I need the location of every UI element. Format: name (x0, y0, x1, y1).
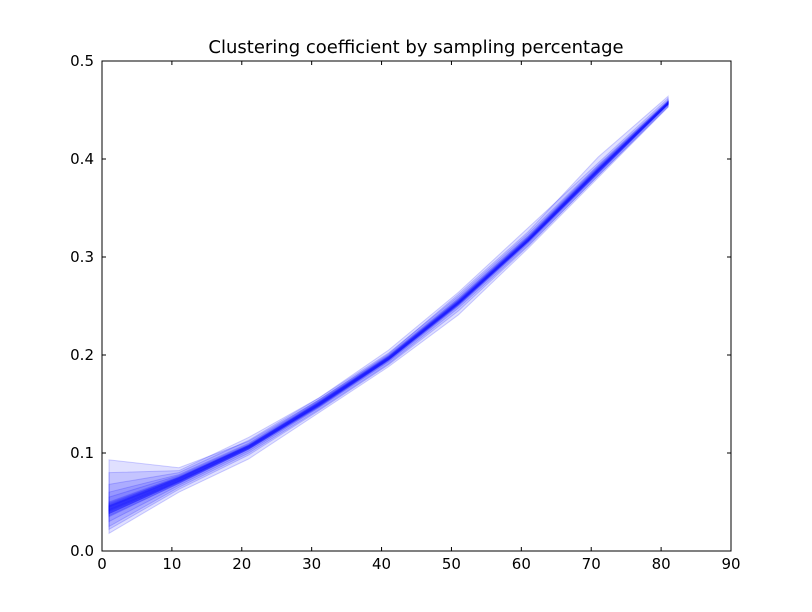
series-band-5 (108, 100, 669, 523)
series-band-10 (108, 100, 669, 514)
series-band-2 (108, 97, 669, 535)
y-tick-label: 0.0 (70, 542, 94, 560)
x-tick-label: 90 (721, 555, 740, 573)
series-band-3 (108, 99, 669, 528)
series-band-9 (108, 102, 669, 511)
x-tick-label: 10 (162, 555, 181, 573)
x-tick-label: 60 (512, 555, 531, 573)
plot-frame (101, 60, 732, 552)
series-band-11 (108, 101, 669, 517)
x-tick-label: 50 (442, 555, 461, 573)
x-tick-label: 70 (582, 555, 601, 573)
y-tick-label: 0.4 (70, 150, 94, 168)
y-tick-label: 0.2 (70, 346, 94, 364)
x-tick-label: 20 (232, 555, 251, 573)
series-bands (108, 95, 669, 535)
series-band-4 (108, 100, 669, 531)
x-tick-label: 80 (652, 555, 671, 573)
series-band-12 (108, 101, 669, 512)
series-band-6 (108, 101, 669, 518)
chart-title: Clustering coefficient by sampling perce… (208, 37, 623, 58)
axis-ticks (101, 60, 732, 552)
y-tick-label: 0.3 (70, 248, 94, 266)
x-tick-label: 40 (372, 555, 391, 573)
series-band-7 (108, 100, 669, 515)
series-band-8 (108, 100, 669, 513)
x-axis-tick-labels: 0 10 20 30 40 50 60 70 80 90 (97, 555, 740, 573)
y-tick-label: 0.5 (70, 52, 94, 70)
x-tick-label: 0 (97, 555, 107, 573)
y-tick-label: 0.1 (70, 444, 94, 462)
x-tick-label: 30 (302, 555, 321, 573)
series-band-1 (108, 95, 669, 515)
y-axis-tick-labels: 0.0 0.1 0.2 0.3 0.4 0.5 (70, 52, 94, 560)
